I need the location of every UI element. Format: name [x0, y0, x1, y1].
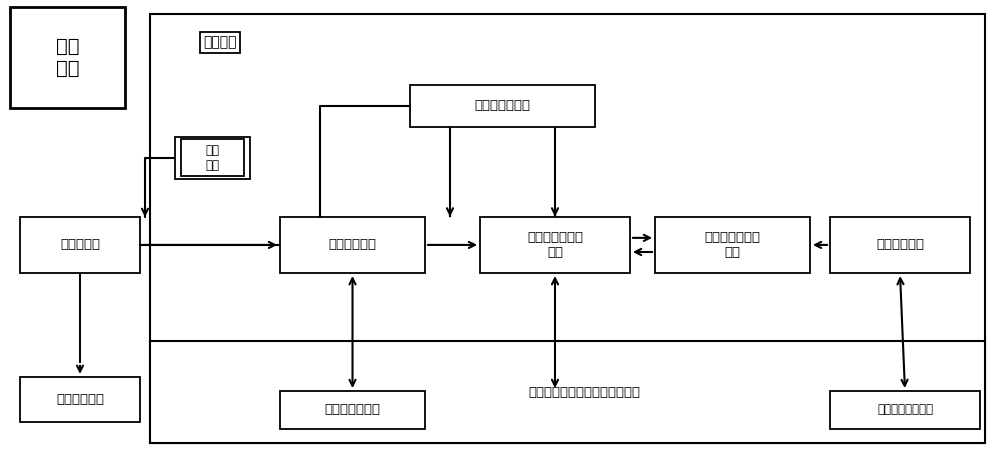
Text: 存储节点模型: 存储节点模型 [876, 238, 924, 252]
FancyBboxPatch shape [150, 14, 985, 443]
Text: 正确性检查工具: 正确性检查工具 [474, 99, 530, 113]
FancyBboxPatch shape [10, 7, 125, 108]
FancyBboxPatch shape [20, 377, 140, 422]
FancyBboxPatch shape [150, 341, 985, 443]
FancyBboxPatch shape [410, 85, 595, 127]
FancyBboxPatch shape [830, 217, 970, 273]
FancyBboxPatch shape [181, 139, 244, 176]
Text: 数据一致性验证
单元: 数据一致性验证 单元 [704, 231, 761, 259]
FancyBboxPatch shape [20, 217, 140, 273]
Text: 性能统计工具: 性能统计工具 [56, 393, 104, 406]
FancyBboxPatch shape [830, 391, 980, 429]
Text: 一致性协议接口: 一致性协议接口 [325, 403, 381, 416]
Text: 访存数据传输接口: 访存数据传输接口 [877, 403, 933, 416]
Text: 设计（以一致性维护节点为例）: 设计（以一致性维护节点为例） [528, 386, 640, 398]
FancyBboxPatch shape [280, 217, 425, 273]
FancyBboxPatch shape [175, 137, 250, 179]
Text: 验证环境: 验证环境 [203, 35, 237, 49]
Text: 请求节点模型: 请求节点模型 [329, 238, 377, 252]
FancyBboxPatch shape [655, 217, 810, 273]
Text: 一致性维护节点
模型: 一致性维护节点 模型 [527, 231, 583, 259]
Text: 验证
顶层: 验证 顶层 [56, 37, 79, 78]
FancyBboxPatch shape [280, 391, 425, 429]
Text: 测试
激励: 测试 激励 [206, 144, 220, 172]
FancyBboxPatch shape [480, 217, 630, 273]
Text: 激励发射器: 激励发射器 [60, 238, 100, 252]
